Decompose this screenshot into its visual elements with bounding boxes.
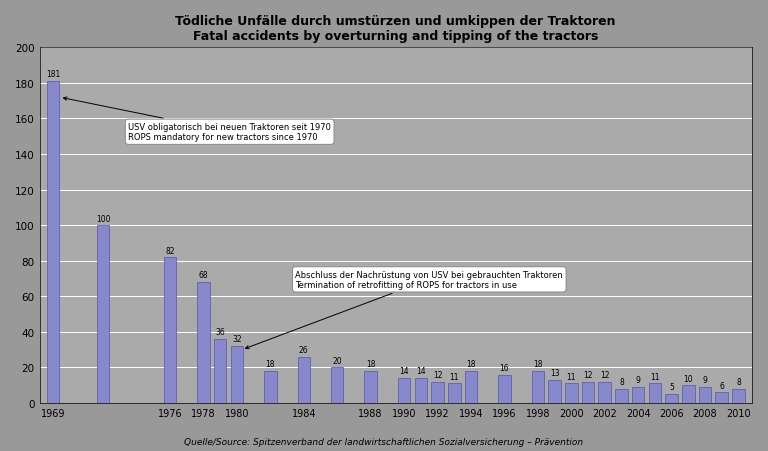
Bar xyxy=(197,282,210,403)
Text: 14: 14 xyxy=(416,367,425,376)
Title: Tödliche Unfälle durch umstürzen und umkippen der Traktoren
Fatal accidents by o: Tödliche Unfälle durch umstürzen und umk… xyxy=(176,15,616,43)
Bar xyxy=(297,357,310,403)
Text: 18: 18 xyxy=(466,359,475,368)
Bar xyxy=(716,392,728,403)
Text: 18: 18 xyxy=(266,359,275,368)
Text: 82: 82 xyxy=(165,246,175,255)
Bar xyxy=(230,346,243,403)
Bar xyxy=(548,380,561,403)
Text: 12: 12 xyxy=(583,370,593,379)
Bar xyxy=(615,389,627,403)
Bar xyxy=(598,382,611,403)
Text: 8: 8 xyxy=(619,377,624,387)
Text: USV obligatorisch bei neuen Traktoren seit 1970
ROPS mandatory for new tractors : USV obligatorisch bei neuen Traktoren se… xyxy=(64,98,331,142)
Bar xyxy=(531,371,544,403)
Text: 5: 5 xyxy=(669,382,674,391)
Text: Abschluss der Nachrüstung von USV bei gebrauchten Traktoren
Termination of retro: Abschluss der Nachrüstung von USV bei ge… xyxy=(246,270,563,349)
Text: 181: 181 xyxy=(46,70,60,79)
Bar xyxy=(732,389,745,403)
Text: 11: 11 xyxy=(449,372,459,381)
Text: 6: 6 xyxy=(720,381,724,390)
Text: Quelle/Source: Spitzenverband der landwirtschaftlichen Sozialversicherung – Präv: Quelle/Source: Spitzenverband der landwi… xyxy=(184,437,584,446)
Bar xyxy=(682,386,694,403)
Bar xyxy=(465,371,477,403)
Bar xyxy=(415,378,427,403)
Bar xyxy=(47,82,59,403)
Text: 32: 32 xyxy=(232,335,242,344)
Text: 20: 20 xyxy=(333,356,342,365)
Text: 16: 16 xyxy=(500,363,509,372)
Bar xyxy=(448,384,461,403)
Bar xyxy=(581,382,594,403)
Text: 8: 8 xyxy=(736,377,741,387)
Text: 10: 10 xyxy=(684,374,694,383)
Text: 36: 36 xyxy=(215,327,225,336)
Bar xyxy=(565,384,578,403)
Text: 18: 18 xyxy=(366,359,376,368)
Text: 26: 26 xyxy=(299,345,309,354)
Text: 12: 12 xyxy=(600,370,610,379)
Bar xyxy=(364,371,377,403)
Text: 12: 12 xyxy=(433,370,442,379)
Bar xyxy=(632,387,644,403)
Text: 100: 100 xyxy=(96,214,111,223)
Bar xyxy=(398,378,410,403)
Bar xyxy=(331,368,343,403)
Text: 68: 68 xyxy=(199,271,208,280)
Bar xyxy=(432,382,444,403)
Bar xyxy=(498,375,511,403)
Bar xyxy=(164,258,177,403)
Text: 13: 13 xyxy=(550,368,559,377)
Bar xyxy=(699,387,711,403)
Bar xyxy=(264,371,276,403)
Text: 9: 9 xyxy=(703,376,707,385)
Bar xyxy=(97,226,109,403)
Text: 14: 14 xyxy=(399,367,409,376)
Bar xyxy=(214,339,227,403)
Text: 18: 18 xyxy=(533,359,543,368)
Text: 9: 9 xyxy=(636,376,641,385)
Text: 11: 11 xyxy=(650,372,660,381)
Bar xyxy=(649,384,661,403)
Bar xyxy=(665,394,678,403)
Text: 11: 11 xyxy=(567,372,576,381)
